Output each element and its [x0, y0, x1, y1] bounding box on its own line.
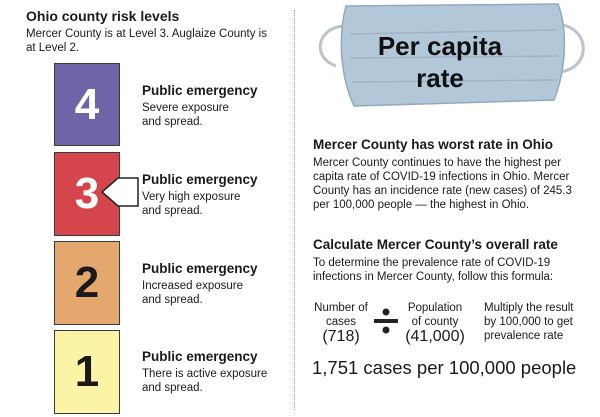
worst-rate-heading: Mercer County has worst rate in Ohio	[313, 137, 554, 152]
population-label-line1: Population	[407, 302, 463, 314]
level-2-line1: Increased exposure	[142, 280, 244, 292]
risk-levels-title: Ohio county risk levels	[26, 8, 180, 24]
per-capita-title-line1: Per capita	[377, 31, 503, 61]
level-4-line1: Severe exposure	[142, 102, 229, 114]
cases-label-line1: Number of	[314, 302, 368, 314]
level-4-number: 4	[74, 79, 100, 129]
column-divider	[294, 10, 295, 410]
level-2-number: 2	[74, 258, 100, 307]
level-1-line2: and spread.	[142, 382, 203, 394]
level-4-description: Public emergency Severe exposure and spr…	[142, 83, 292, 129]
cases-value: (718)	[322, 328, 360, 345]
multiply-line2: by 100,000 to get	[484, 316, 573, 328]
multiply-line1: Multiply the result	[484, 302, 574, 314]
level-2-description: Public emergency Increased exposure and …	[142, 261, 292, 307]
level-4-line2: and spread.	[142, 116, 203, 128]
current-level-pointer-icon	[100, 177, 139, 207]
level-2-box: 2	[54, 241, 120, 325]
risk-levels-subtitle: Mercer County is at Level 3. Auglaize Co…	[26, 28, 267, 54]
population-label-line2: of county	[411, 316, 459, 328]
level-3-number: 3	[74, 169, 100, 218]
level-2-line2: and spread.	[142, 294, 203, 306]
divide-icon	[374, 308, 398, 334]
per-capita-title-line2: rate	[416, 63, 464, 93]
per-capita-title: Per capita rate	[326, 30, 554, 94]
level-1-line1: There is active exposure	[142, 368, 268, 380]
calc-heading: Calculate Mercer County’s overall rate	[313, 237, 558, 252]
level-3-line2: and spread.	[142, 205, 203, 217]
multiply-instruction: Multiply the result by 100,000 to get pr…	[484, 301, 594, 343]
population-value: (41,000)	[405, 328, 465, 345]
face-mask-icon	[318, 3, 585, 107]
population-label: Population of county	[400, 301, 470, 329]
level-2-heading: Public emergency	[142, 261, 258, 276]
level-4-box: 4	[54, 63, 120, 146]
calc-body: To determine the prevalence rate of COVI…	[313, 257, 554, 283]
level-1-description: Public emergency There is active exposur…	[142, 349, 292, 395]
level-1-number: 1	[74, 347, 100, 396]
level-1-box: 1	[54, 330, 120, 414]
level-1-heading: Public emergency	[142, 349, 258, 364]
worst-rate-body: Mercer County continues to have the high…	[313, 157, 572, 211]
prevalence-result: 1,751 cases per 100,000 people	[312, 357, 577, 378]
multiply-line3: prevalence rate	[484, 330, 564, 342]
level-3-heading: Public emergency	[142, 172, 258, 187]
cases-label-line2: cases	[325, 316, 357, 328]
cases-label: Number of cases	[310, 301, 372, 329]
level-3-description: Public emergency Very high exposure and …	[142, 172, 292, 218]
level-4-heading: Public emergency	[142, 83, 258, 98]
level-3-line1: Very high exposure	[142, 191, 241, 203]
